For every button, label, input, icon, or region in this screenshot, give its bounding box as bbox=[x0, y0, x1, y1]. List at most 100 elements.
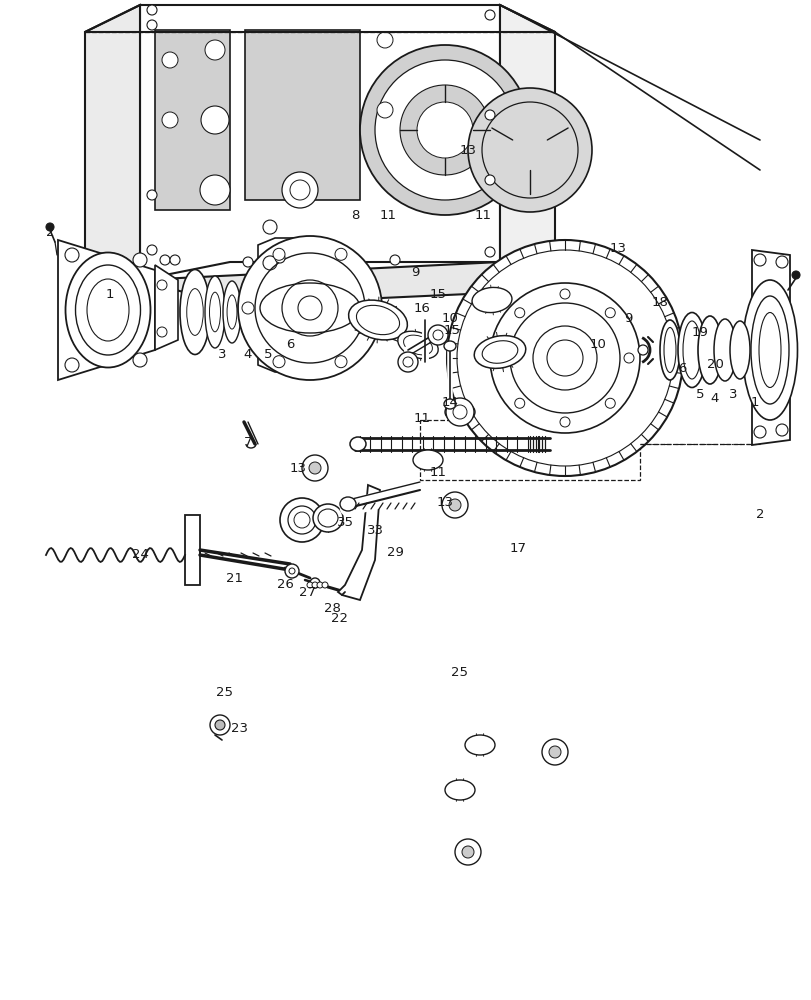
Polygon shape bbox=[139, 5, 500, 280]
Text: 18: 18 bbox=[650, 296, 667, 308]
Circle shape bbox=[272, 248, 285, 260]
Circle shape bbox=[446, 240, 682, 476]
Circle shape bbox=[376, 32, 393, 48]
Circle shape bbox=[489, 283, 639, 433]
Ellipse shape bbox=[465, 735, 495, 755]
Circle shape bbox=[162, 112, 178, 128]
Text: 11: 11 bbox=[379, 209, 396, 222]
Circle shape bbox=[753, 426, 765, 438]
Text: 35: 35 bbox=[336, 516, 353, 528]
Circle shape bbox=[514, 398, 524, 408]
Circle shape bbox=[285, 564, 298, 578]
Polygon shape bbox=[258, 238, 335, 372]
Circle shape bbox=[509, 303, 620, 413]
Circle shape bbox=[302, 455, 328, 481]
Text: 5: 5 bbox=[695, 388, 703, 401]
Polygon shape bbox=[85, 5, 139, 300]
Circle shape bbox=[157, 280, 167, 290]
Circle shape bbox=[147, 5, 157, 15]
Text: 4: 4 bbox=[710, 391, 719, 404]
Text: 25: 25 bbox=[217, 686, 234, 698]
Ellipse shape bbox=[348, 300, 407, 340]
Circle shape bbox=[454, 839, 480, 865]
Circle shape bbox=[238, 236, 381, 380]
Circle shape bbox=[548, 746, 560, 758]
Text: 13: 13 bbox=[436, 495, 453, 508]
Ellipse shape bbox=[223, 281, 241, 343]
Text: 11: 11 bbox=[474, 209, 491, 222]
Text: 24: 24 bbox=[131, 548, 148, 562]
Text: 11: 11 bbox=[413, 412, 430, 424]
Text: 1: 1 bbox=[105, 288, 114, 302]
Text: 10: 10 bbox=[441, 312, 458, 324]
Circle shape bbox=[147, 245, 157, 255]
Text: 13: 13 bbox=[459, 144, 476, 157]
Ellipse shape bbox=[444, 341, 456, 351]
Circle shape bbox=[280, 498, 324, 542]
Circle shape bbox=[281, 172, 318, 208]
Polygon shape bbox=[58, 240, 155, 380]
Circle shape bbox=[400, 85, 489, 175]
Text: 13: 13 bbox=[290, 462, 306, 475]
Ellipse shape bbox=[741, 280, 796, 420]
Polygon shape bbox=[155, 30, 230, 210]
Circle shape bbox=[514, 308, 524, 318]
Circle shape bbox=[366, 302, 378, 314]
Text: 11: 11 bbox=[429, 466, 446, 479]
Circle shape bbox=[242, 257, 253, 267]
Ellipse shape bbox=[180, 269, 210, 355]
Ellipse shape bbox=[444, 780, 474, 800]
Circle shape bbox=[160, 255, 169, 265]
Text: 1: 1 bbox=[750, 395, 758, 408]
Text: 6: 6 bbox=[677, 361, 685, 374]
Circle shape bbox=[316, 582, 323, 588]
Ellipse shape bbox=[204, 276, 225, 348]
Polygon shape bbox=[751, 250, 789, 445]
Text: 17: 17 bbox=[508, 542, 526, 554]
Circle shape bbox=[445, 398, 474, 426]
Text: 2: 2 bbox=[755, 508, 763, 522]
Circle shape bbox=[397, 352, 418, 372]
Circle shape bbox=[389, 255, 400, 265]
Circle shape bbox=[637, 345, 647, 355]
Circle shape bbox=[541, 739, 568, 765]
Ellipse shape bbox=[66, 252, 150, 367]
Circle shape bbox=[448, 499, 461, 511]
Circle shape bbox=[441, 492, 467, 518]
Text: 8: 8 bbox=[350, 209, 358, 222]
Circle shape bbox=[133, 353, 147, 367]
Circle shape bbox=[427, 325, 448, 345]
Text: 14: 14 bbox=[441, 395, 458, 408]
Circle shape bbox=[275, 253, 285, 263]
Text: 9: 9 bbox=[623, 312, 632, 324]
Circle shape bbox=[310, 578, 320, 588]
Circle shape bbox=[775, 256, 787, 268]
Text: 2: 2 bbox=[45, 226, 54, 239]
Circle shape bbox=[376, 102, 393, 118]
Circle shape bbox=[288, 506, 315, 534]
Text: 23: 23 bbox=[231, 721, 248, 734]
Text: 5: 5 bbox=[264, 349, 272, 361]
Circle shape bbox=[753, 254, 765, 266]
Circle shape bbox=[133, 253, 147, 267]
Circle shape bbox=[623, 353, 633, 363]
Polygon shape bbox=[185, 515, 200, 585]
Circle shape bbox=[272, 356, 285, 368]
Text: 29: 29 bbox=[386, 546, 403, 558]
Circle shape bbox=[496, 353, 505, 363]
Ellipse shape bbox=[397, 331, 438, 359]
Ellipse shape bbox=[471, 287, 511, 313]
Text: 4: 4 bbox=[243, 349, 252, 361]
Text: 21: 21 bbox=[226, 572, 243, 584]
Ellipse shape bbox=[697, 316, 721, 384]
Circle shape bbox=[335, 356, 346, 368]
Polygon shape bbox=[337, 485, 380, 600]
Polygon shape bbox=[245, 30, 359, 200]
Circle shape bbox=[157, 327, 167, 337]
Circle shape bbox=[147, 190, 157, 200]
Text: 20: 20 bbox=[706, 359, 723, 371]
Circle shape bbox=[200, 175, 230, 205]
Ellipse shape bbox=[713, 319, 735, 381]
Ellipse shape bbox=[312, 504, 342, 532]
Circle shape bbox=[210, 715, 230, 735]
